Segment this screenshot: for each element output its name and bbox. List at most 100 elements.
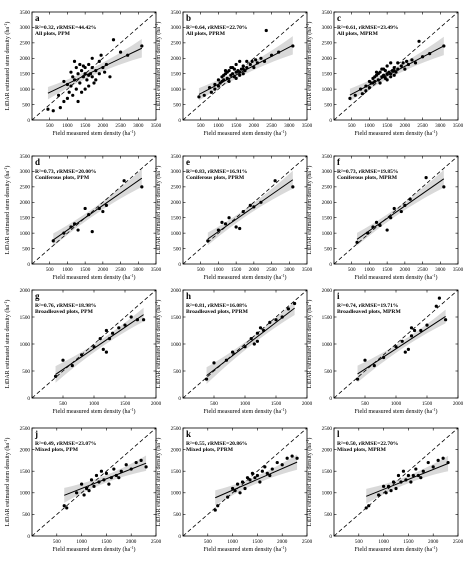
data-point [408, 197, 412, 201]
data-point [260, 469, 264, 473]
data-point [348, 96, 352, 100]
data-point [265, 471, 269, 475]
data-point [442, 44, 446, 48]
data-point [226, 495, 230, 499]
data-point [270, 467, 274, 471]
data-point [76, 99, 80, 104]
one-to-one-line [182, 11, 308, 121]
data-point [104, 62, 108, 67]
data-point [97, 72, 101, 76]
data-point [231, 72, 235, 76]
data-point [424, 176, 428, 180]
y-tick-label: 2000 [20, 288, 31, 294]
data-point [117, 326, 121, 330]
subset-label: Mixed plots, PPRM [186, 447, 234, 453]
data-point [140, 44, 144, 48]
data-point [97, 206, 101, 211]
y-tick-label: 500 [173, 369, 181, 375]
y-tick-label: 3000 [322, 169, 333, 175]
data-point [268, 473, 272, 478]
y-tick-label: 1500 [322, 315, 333, 321]
data-point [396, 67, 400, 71]
y-tick-label: 500 [22, 246, 30, 252]
data-point [389, 61, 393, 65]
data-point [232, 67, 236, 71]
data-point [87, 213, 91, 217]
y-axis-label: LiDAR estimated stem density (ha-1) [3, 438, 11, 527]
data-point [71, 75, 75, 79]
y-tick-label: 1000 [20, 87, 31, 93]
data-point [142, 318, 146, 322]
x-tick-label: 2000 [98, 267, 109, 273]
y-tick-label: 0 [329, 534, 332, 540]
regression-line [52, 177, 143, 241]
x-tick-label: 500 [348, 123, 356, 129]
y-tick-label: 2500 [322, 41, 333, 47]
data-point [62, 231, 66, 235]
y-tick-label: 1000 [20, 342, 31, 348]
data-point [83, 87, 87, 91]
x-tick-label: 500 [204, 539, 212, 545]
data-point [262, 328, 266, 333]
data-point [87, 489, 91, 493]
y-tick-label: 3000 [171, 25, 182, 31]
y-tick-label: 2000 [20, 447, 31, 453]
data-point [410, 58, 414, 62]
y-tick-label: 1000 [20, 491, 31, 497]
data-point [355, 240, 359, 244]
y-tick-label: 500 [324, 369, 332, 375]
data-point [65, 96, 70, 100]
panel-e: 500 1000 1500 2000 2500 3000 3500 0 500 1000 1500 2… [154, 154, 313, 281]
data-point [144, 465, 148, 469]
subset-label: All plots, PPRM [186, 31, 226, 37]
y-axis-label: LiDAR estimated stem density (ha-1) [154, 438, 162, 527]
data-point [231, 486, 235, 491]
y-axis-label: LiDAR estimated stem density (ha-1) [154, 300, 162, 389]
data-point [67, 90, 71, 94]
data-point [406, 347, 410, 351]
x-axis-label: Field measured stem density (ha-1) [53, 545, 136, 553]
y-tick-label: 3500 [20, 10, 31, 16]
data-point [394, 345, 398, 349]
data-point [227, 79, 231, 84]
x-axis-label: Field measured stem density (ha-1) [204, 129, 287, 137]
x-tick-label: 500 [46, 267, 54, 273]
data-point [248, 203, 252, 207]
data-point [216, 78, 221, 82]
stats-label: R²=0.55, rRMSE=20.86% [186, 441, 248, 447]
data-point [90, 65, 94, 70]
data-point [76, 228, 80, 232]
y-tick-label: 2000 [171, 200, 182, 206]
data-point [90, 56, 94, 60]
x-tick-label: 2000 [249, 123, 260, 129]
data-point [374, 220, 379, 224]
y-tick-label: 0 [27, 262, 30, 268]
y-tick-label: 2500 [171, 426, 182, 432]
data-point [255, 473, 259, 478]
plot-frame [333, 427, 459, 537]
one-to-one-line [333, 11, 459, 121]
x-tick-label: 1000 [76, 539, 87, 545]
y-tick-label: 500 [22, 102, 30, 108]
x-tick-label: 1500 [231, 267, 242, 273]
data-point [259, 56, 263, 60]
confidence-band [47, 39, 142, 100]
x-tick-label: 500 [53, 539, 61, 545]
data-point [140, 185, 144, 189]
one-to-one-line [333, 427, 459, 537]
data-point [78, 62, 82, 67]
data-point [80, 69, 84, 73]
x-tick-label: 2000 [151, 401, 162, 407]
y-tick-label: 2000 [171, 288, 182, 294]
data-point [234, 62, 238, 67]
confidence-band [357, 169, 444, 246]
x-tick-label: 1000 [227, 539, 238, 545]
data-point [371, 225, 375, 229]
x-axis-label: Field measured stem density (ha-1) [204, 545, 287, 553]
x-tick-label: 500 [361, 401, 369, 407]
x-tick-label: 3000 [133, 267, 144, 273]
data-point [382, 484, 386, 488]
panel-j: 500 1000 1500 2000 250005001000150020002500j… [3, 426, 162, 553]
x-tick-label: 1000 [213, 123, 224, 129]
data-point [58, 106, 62, 110]
